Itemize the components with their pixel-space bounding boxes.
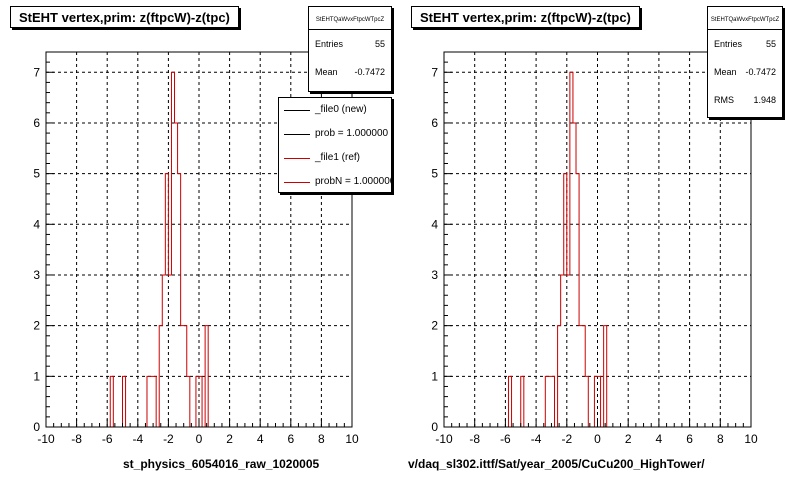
chart-title: StEHT vertex,prim: z(ftpcW)-z(tpc) bbox=[10, 6, 239, 28]
stats-label: RMS bbox=[714, 95, 734, 105]
x-tick-label: 8 bbox=[717, 432, 724, 446]
histogram-right: -10 -8 -6 -4 -2 0 2 4 6 8 10 0 1 2 3 4 5 6 7 bbox=[431, 51, 758, 446]
stats-label: Mean bbox=[315, 67, 338, 77]
legend-label: prob = 1.000000 bbox=[315, 128, 389, 139]
x-tick-label: -10 bbox=[435, 432, 453, 446]
x-tick-label: 4 bbox=[656, 432, 663, 446]
y-tick-label: 4 bbox=[33, 217, 40, 231]
x-tick-label: 0 bbox=[594, 432, 601, 446]
stats-header: StEHTQaWvxFtpcWTpcZ bbox=[309, 7, 391, 30]
stats-value: 55 bbox=[765, 39, 776, 49]
x-tick-label: 2 bbox=[625, 432, 632, 446]
stats-value: -0.7472 bbox=[354, 67, 385, 77]
stats-row-rms: RMS 1.948 bbox=[708, 86, 782, 114]
x-tick-label: 2 bbox=[226, 432, 233, 446]
legend-label: _file0 (new) bbox=[315, 104, 367, 115]
legend-entry: probN = 1.000000 bbox=[279, 170, 392, 192]
stats-row-entries: Entries 55 bbox=[708, 30, 782, 58]
y-tick-label: 2 bbox=[33, 319, 40, 333]
y-tick-label: 7 bbox=[33, 65, 40, 79]
stats-row-mean: Mean -0.7472 bbox=[309, 58, 391, 86]
chart-title: StEHT vertex,prim: z(ftpcW)-z(tpc) bbox=[411, 6, 640, 28]
stats-value: 55 bbox=[374, 39, 385, 49]
legend: _file0 (new) prob = 1.000000 _file1 (ref… bbox=[278, 97, 392, 193]
y-tick-label: 5 bbox=[33, 167, 40, 181]
y-tick-label: 0 bbox=[431, 420, 438, 434]
x-axis-label: st_physics_6054016_raw_1020005 bbox=[123, 457, 320, 471]
legend-line-icon bbox=[284, 110, 310, 111]
legend-entry: _file0 (new) bbox=[279, 98, 391, 122]
legend-line-icon bbox=[284, 134, 310, 135]
x-tick-label: 10 bbox=[744, 432, 758, 446]
y-tick-label: 0 bbox=[33, 420, 40, 434]
y-tick-label: 7 bbox=[431, 65, 438, 79]
x-tick-label: 0 bbox=[196, 432, 203, 446]
stats-row-entries: Entries 55 bbox=[309, 30, 391, 58]
x-tick-label: 6 bbox=[287, 432, 294, 446]
y-tick-label: 1 bbox=[431, 369, 438, 383]
legend-label: probN = 1.000000 bbox=[315, 176, 392, 187]
x-tick-label: 6 bbox=[686, 432, 693, 446]
x-tick-label: -2 bbox=[561, 432, 572, 446]
x-tick-label: -8 bbox=[71, 432, 82, 446]
stats-label: Entries bbox=[714, 39, 743, 49]
legend-line-icon bbox=[284, 182, 310, 183]
x-tick-label: -6 bbox=[102, 432, 113, 446]
y-tick-label: 3 bbox=[33, 268, 40, 282]
y-tick-label: 1 bbox=[33, 369, 40, 383]
x-axis-label: v/daq_sl302.ittf/Sat/year_2005/CuCu200_H… bbox=[408, 457, 705, 471]
y-tick-label: 5 bbox=[431, 167, 438, 181]
stats-box: StEHTQaWvxFtpcWTpcZ Entries 55 Mean -0.7… bbox=[308, 6, 392, 92]
legend-label: _file1 (ref) bbox=[315, 152, 361, 163]
legend-entry: prob = 1.000000 bbox=[279, 122, 391, 146]
x-tick-label: -2 bbox=[163, 432, 174, 446]
x-tick-label: -8 bbox=[469, 432, 480, 446]
stats-value: 1.948 bbox=[753, 95, 776, 105]
stats-box: StEHTQaWvxFtpcWTpcZ Entries 55 Mean -0.7… bbox=[707, 6, 783, 118]
y-tick-label: 3 bbox=[431, 268, 438, 282]
stats-value: -0.7472 bbox=[745, 67, 776, 77]
y-tick-label: 2 bbox=[431, 319, 438, 333]
stats-row-mean: Mean -0.7472 bbox=[708, 58, 782, 86]
x-tick-label: 4 bbox=[257, 432, 264, 446]
stats-header: StEHTQaWvxFtpcWTpcZ bbox=[708, 7, 782, 30]
stats-label: Mean bbox=[714, 67, 737, 77]
x-tick-label: -10 bbox=[37, 432, 55, 446]
x-tick-label: 8 bbox=[318, 432, 325, 446]
y-tick-label: 4 bbox=[431, 217, 438, 231]
legend-line-icon bbox=[284, 158, 310, 159]
legend-entry: _file1 (ref) bbox=[279, 146, 391, 170]
stats-label: Entries bbox=[315, 39, 344, 49]
x-tick-label: -4 bbox=[132, 432, 143, 446]
x-tick-label: -6 bbox=[500, 432, 511, 446]
x-tick-label: -4 bbox=[531, 432, 542, 446]
y-tick-label: 6 bbox=[33, 116, 40, 130]
x-tick-label: 10 bbox=[345, 432, 359, 446]
y-tick-label: 6 bbox=[431, 116, 438, 130]
